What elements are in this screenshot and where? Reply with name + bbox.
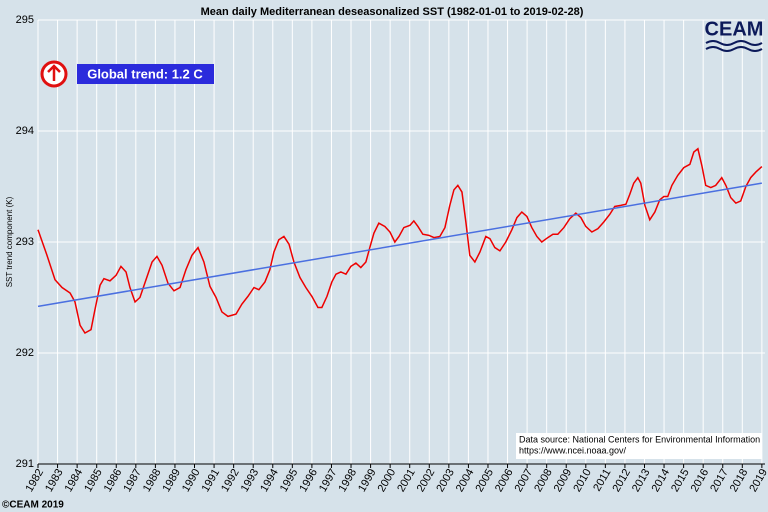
logo-text: CEAM [705,18,764,40]
y-tick-label: 294 [16,125,34,137]
y-tick-label: 293 [16,236,34,248]
annotation: Global trend: 1.2 C [87,66,203,81]
data-line [37,182,762,308]
icon-arrow [47,64,61,81]
copyright: ©CEAM 2019 [2,500,64,511]
logo: CEAM [705,18,764,52]
logo-waves [705,40,763,52]
source-line: https://www.ncei.noaa.gov/ [519,445,627,455]
annotation-box [77,64,214,84]
chart-title: Mean daily Mediterranean deseasonalized … [201,6,584,18]
source-line: Data source: National Centers for Enviro… [519,434,760,444]
trend-icon [40,60,68,88]
y-tick-label: 292 [16,347,34,359]
source-box [516,433,762,459]
y-axis-label: SST trend component (K) [5,196,14,287]
y-tick-label: 295 [16,14,34,26]
y-tick-label: 291 [16,458,34,470]
grid [37,19,765,465]
